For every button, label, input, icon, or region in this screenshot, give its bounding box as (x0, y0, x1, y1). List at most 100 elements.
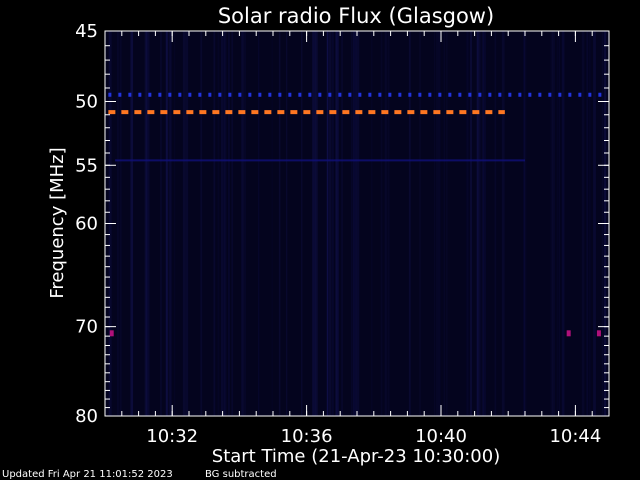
x-tick-label: 10:36 (281, 426, 333, 447)
feature-spot (596, 330, 601, 337)
texture-stripe (165, 31, 169, 416)
texture-stripe (341, 31, 343, 416)
texture-stripe (221, 31, 223, 416)
texture-stripe (131, 31, 133, 416)
texture-stripe (332, 31, 335, 416)
texture-stripe (466, 31, 469, 416)
texture-stripe (117, 31, 119, 416)
texture-stripe (200, 31, 203, 416)
texture-stripe (586, 31, 589, 416)
texture-stripe (561, 31, 564, 416)
y-tick-label: 80 (75, 406, 98, 427)
feature-spot (109, 330, 114, 337)
texture-stripe (147, 31, 150, 416)
texture-stripe (523, 31, 527, 416)
texture-stripe (353, 31, 355, 416)
texture-stripe (314, 31, 317, 416)
texture-stripe (130, 31, 134, 416)
y-axis-label: Frequency [MHz] (47, 147, 68, 298)
x-axis-label: Start Time (21-Apr-23 10:30:00) (212, 446, 500, 467)
feature-spot (566, 330, 571, 337)
texture-stripe (387, 31, 390, 416)
texture-stripe (169, 31, 172, 416)
texture-stripe (328, 31, 332, 416)
x-axis-ticks: 10:32 10:36 10:40 10:44 (121, 31, 601, 447)
texture-stripe (551, 31, 555, 416)
texture-stripe (437, 31, 441, 416)
texture-stripe (501, 31, 505, 416)
texture-stripe (224, 31, 227, 416)
y-tick-label: 50 (75, 92, 98, 113)
texture-stripe (227, 31, 230, 416)
texture-stripe (581, 31, 585, 416)
texture-stripe (354, 31, 357, 416)
texture-stripe (550, 31, 553, 416)
texture-stripe (312, 31, 316, 416)
texture-stripe (380, 31, 383, 416)
texture-stripe (231, 31, 234, 416)
texture-stripe (223, 31, 226, 416)
texture-stripe (312, 31, 314, 416)
y-tick-label: 70 (75, 317, 98, 338)
texture-stripe (336, 31, 339, 416)
texture-stripe (476, 31, 479, 416)
texture-stripe (159, 31, 162, 416)
texture-stripe (477, 31, 480, 416)
texture-stripe (144, 31, 148, 416)
texture-stripe (494, 31, 497, 416)
texture-stripe (182, 31, 186, 416)
chart-title: Solar radio Flux (Glasgow) (218, 4, 494, 28)
texture-stripe (558, 31, 560, 416)
x-tick-label: 10:40 (415, 426, 467, 447)
y-axis-ticks: 45 50 55 60 70 80 (75, 21, 609, 427)
texture-stripe (185, 31, 189, 416)
y-tick-label: 60 (75, 214, 98, 235)
texture-stripe (286, 31, 288, 416)
texture-stripe (241, 31, 244, 416)
texture-stripe (523, 31, 525, 416)
texture-stripe (146, 31, 148, 416)
texture-stripe (588, 31, 591, 416)
texture-stripe (370, 31, 373, 416)
spectrogram-features (108, 92, 606, 337)
x-tick-label: 10:32 (146, 426, 198, 447)
texture-stripe (556, 31, 559, 416)
footer-updated: Updated Fri Apr 21 11:01:52 2023 (2, 469, 173, 480)
texture-stripe (271, 31, 273, 416)
texture-stripe (352, 31, 355, 416)
texture-stripe (353, 31, 356, 416)
texture-stripe (384, 31, 387, 416)
texture-stripe (483, 31, 486, 416)
texture-stripe (436, 31, 438, 416)
texture-stripe (334, 31, 338, 416)
texture-stripe (146, 31, 148, 416)
y-tick-label: 45 (75, 21, 98, 42)
texture-stripe (434, 31, 436, 416)
texture-stripe (301, 31, 303, 416)
texture-stripe (443, 31, 446, 416)
texture-stripe (315, 31, 319, 416)
texture-stripe (326, 31, 329, 416)
texture-stripe (327, 31, 329, 416)
texture-stripe (523, 31, 525, 416)
texture-stripe (217, 31, 220, 416)
texture-stripe (351, 31, 353, 416)
texture-stripe (331, 31, 334, 416)
texture-stripe (419, 31, 421, 416)
texture-stripe (408, 31, 411, 416)
footer-note: BG subtracted (205, 469, 277, 480)
texture-stripe (481, 31, 484, 416)
texture-stripe (356, 31, 360, 416)
texture-stripe (562, 31, 565, 416)
texture-stripe (258, 31, 260, 416)
texture-stripe (593, 31, 596, 416)
y-tick-label: 55 (75, 155, 98, 176)
spectrogram-texture (108, 31, 607, 416)
texture-stripe (145, 31, 148, 416)
texture-stripe (326, 31, 329, 416)
texture-stripe (119, 31, 122, 416)
texture-stripe (165, 31, 168, 416)
texture-stripe (478, 31, 481, 416)
texture-stripe (469, 31, 473, 416)
